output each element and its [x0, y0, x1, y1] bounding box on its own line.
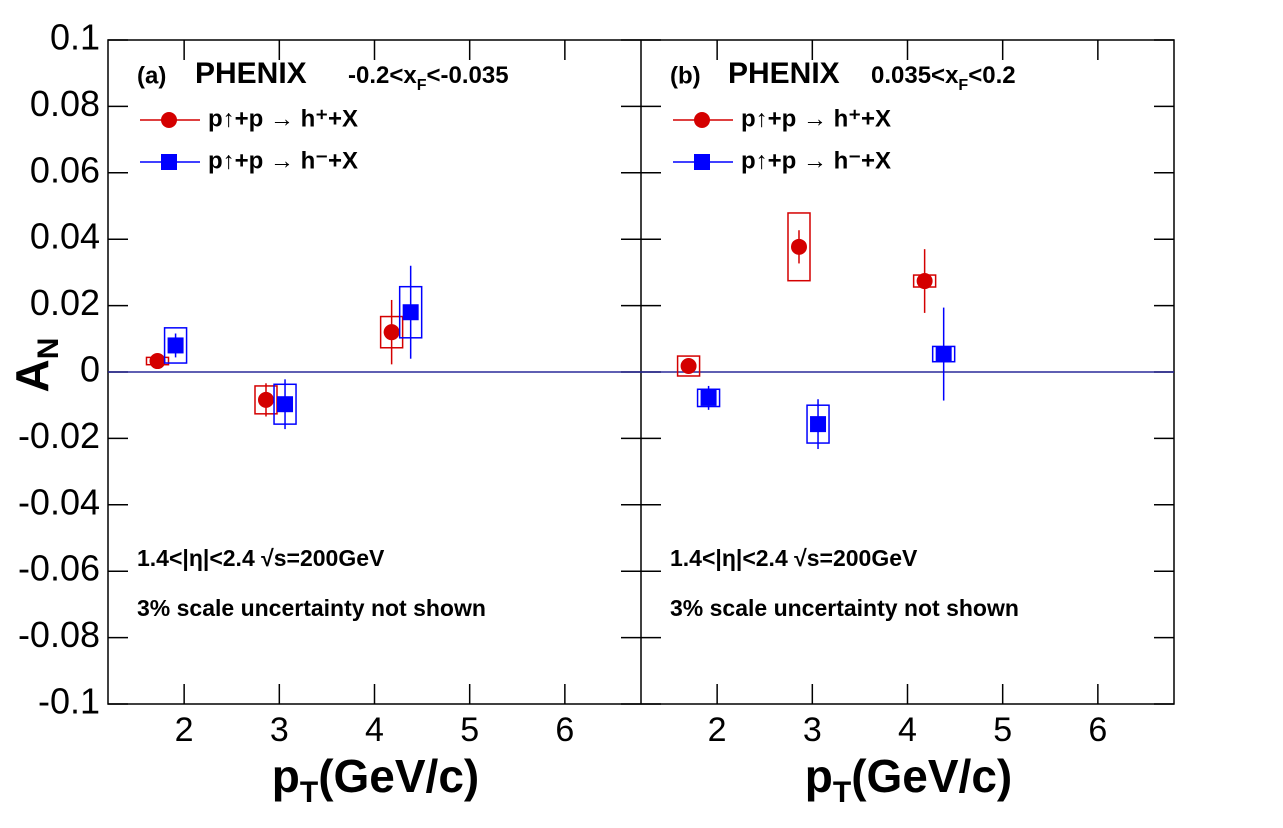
panel-label: (b) [670, 62, 701, 89]
x-tick-label: 6 [555, 711, 574, 749]
data-point [700, 389, 717, 406]
x-label-sub: T [300, 776, 318, 809]
legend-label: p↑+p → h⁺+X [208, 105, 358, 132]
data-point [257, 391, 274, 408]
y-label-sub: N [32, 338, 65, 360]
kinematics-sub: F [958, 77, 968, 94]
kinematics-post: <-0.035 [427, 62, 509, 89]
sys-box [163, 327, 188, 364]
y-tick-label: 0.02 [30, 282, 100, 323]
data-point [916, 273, 933, 290]
x-axis-label: pT(GeV/c) [805, 750, 1012, 809]
sys-box [787, 212, 811, 282]
legend-label: p↑+p → h⁻+X [741, 147, 891, 174]
x-label-post: (GeV/c) [318, 750, 479, 802]
y-tick-label: 0 [80, 349, 100, 390]
x-tick-label: 5 [460, 711, 479, 749]
legend-marker [694, 154, 710, 170]
data-point [810, 416, 827, 433]
y-axis-label: AN [6, 338, 65, 393]
kinematics-pre: 0.035<x [871, 62, 959, 89]
y-label-main: A [6, 359, 58, 392]
kinematics-sub: F [417, 77, 427, 94]
experiment: PHENIX [728, 57, 840, 90]
data-point [935, 346, 952, 363]
y-tick-label: 0.06 [30, 149, 100, 190]
y-tick-label: -0.02 [18, 415, 100, 456]
sys-box [676, 355, 701, 377]
y-tick-label: 0.1 [50, 17, 100, 58]
x-tick-label: 5 [993, 711, 1012, 749]
x-label-sub: T [833, 776, 851, 809]
y-tick-label: -0.04 [18, 481, 100, 522]
x-tick-label: 2 [708, 711, 727, 749]
x-tick-label: 3 [270, 711, 289, 749]
kinematics: -0.2<xF<-0.035 [348, 62, 509, 94]
annotation: 3% scale uncertainty not shown [670, 595, 1019, 621]
x-label-main: p [272, 750, 300, 802]
data-point [680, 358, 697, 375]
y-tick-label: -0.1 [38, 681, 100, 722]
x-tick-label: 2 [175, 711, 194, 749]
legend-label: p↑+p → h⁺+X [741, 105, 891, 132]
x-tick-label: 4 [898, 711, 917, 749]
x-tick-label: 6 [1088, 711, 1107, 749]
y-tick-label: 0.08 [30, 83, 100, 124]
x-label-post: (GeV/c) [851, 750, 1012, 802]
kinematics: 0.035<xF<0.2 [871, 62, 1016, 94]
annotation: 1.4<|η|<2.4 √s=200GeV [670, 545, 918, 571]
kinematics-pre: -0.2<x [348, 62, 417, 89]
data-point [149, 353, 166, 370]
data-point [277, 396, 294, 413]
legend-marker [161, 154, 177, 170]
x-tick-label: 4 [365, 711, 384, 749]
data-point [167, 337, 184, 354]
legend-marker [161, 112, 177, 128]
x-label-main: p [805, 750, 833, 802]
legend-marker [694, 112, 710, 128]
annotation: 3% scale uncertainty not shown [137, 595, 486, 621]
y-tick-label: 0.04 [30, 216, 100, 257]
data-point [790, 238, 807, 255]
annotation: 1.4<|η|<2.4 √s=200GeV [137, 545, 385, 571]
legend-label: p↑+p → h⁻+X [208, 147, 358, 174]
x-tick-label: 3 [803, 711, 822, 749]
kinematics-post: <0.2 [968, 62, 1015, 89]
y-tick-label: -0.08 [18, 614, 100, 655]
panel-label: (a) [137, 62, 166, 89]
data-point [402, 304, 419, 321]
x-axis-label: pT(GeV/c) [272, 750, 479, 809]
y-tick-label: -0.06 [18, 548, 100, 589]
data-point [383, 324, 400, 341]
experiment: PHENIX [195, 57, 307, 90]
